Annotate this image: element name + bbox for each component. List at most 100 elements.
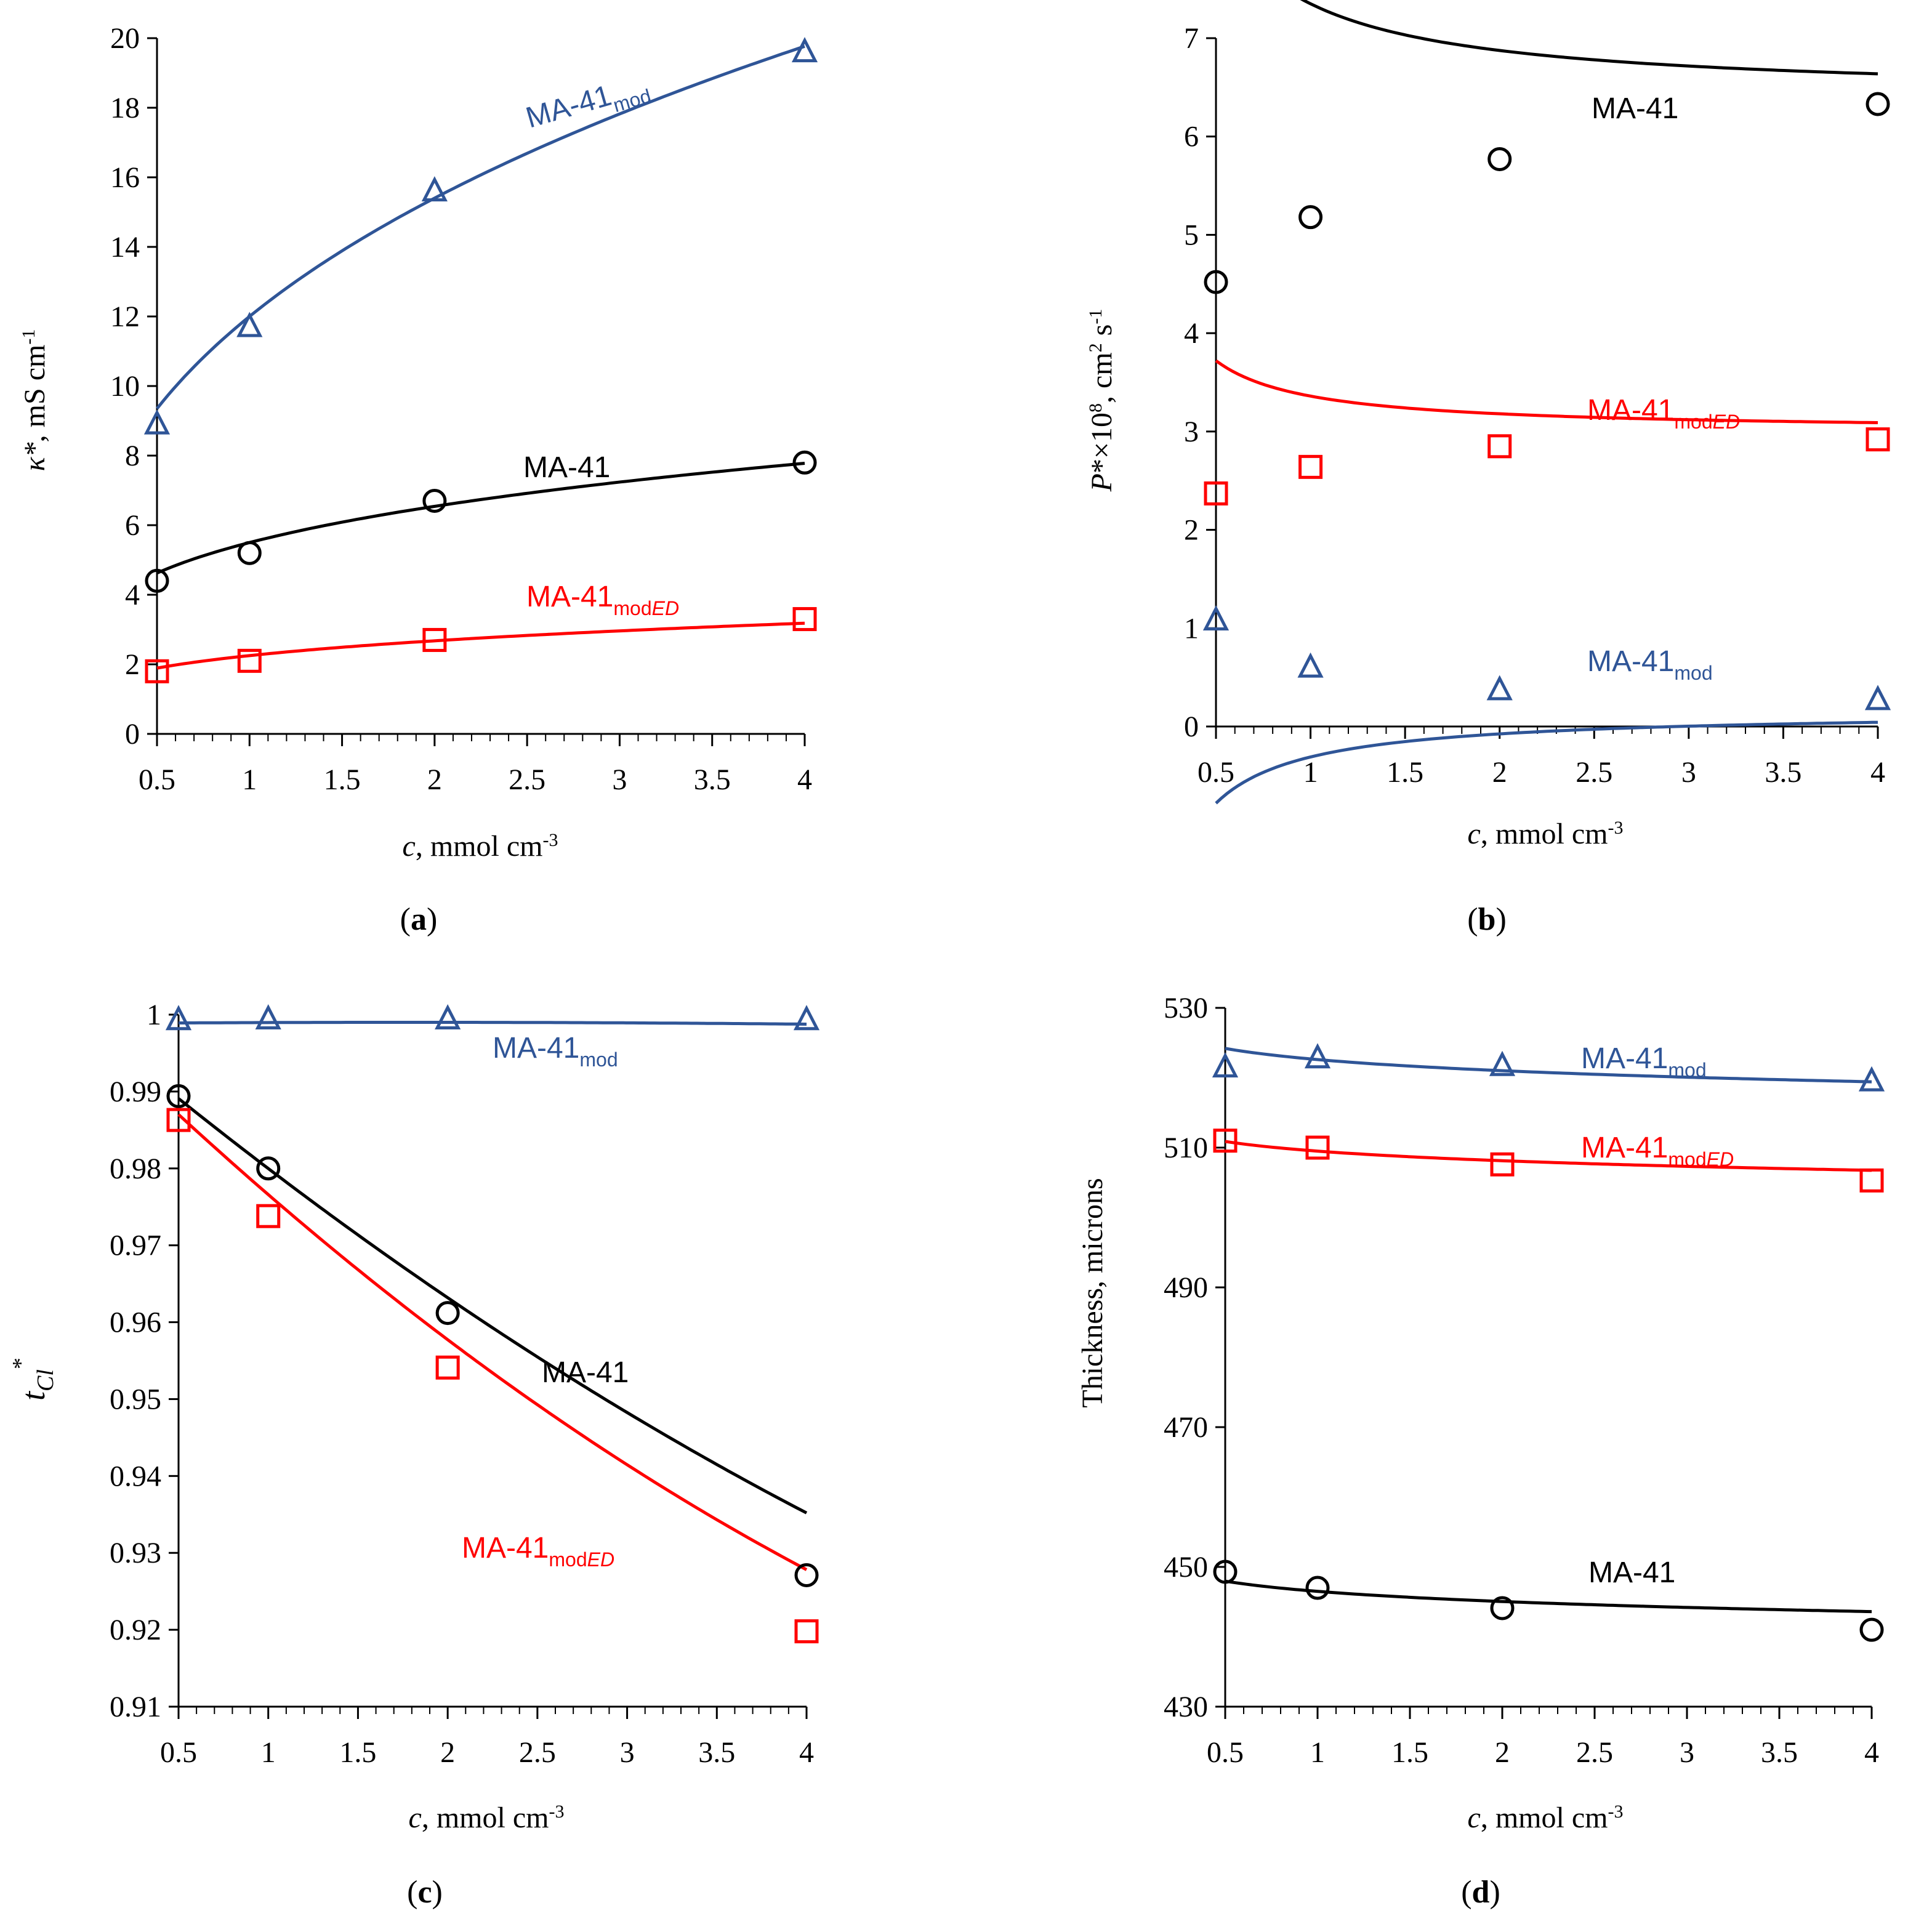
y-tick-label: 1 xyxy=(1184,612,1199,645)
data-point-MA-41modED xyxy=(422,627,447,652)
panel-c-label: (c) xyxy=(407,1875,443,1910)
panel-a-grid: 0 2 4 6 8 10 12 14 16 18 20 0.5 1 1.5 2 2.5 3 3.5 4 xyxy=(110,22,812,796)
x-tick-label: 1 xyxy=(1303,756,1318,789)
y-tick-label: 6 xyxy=(125,509,140,542)
data-point-MA-41modED xyxy=(1213,1129,1238,1153)
y-tick-label: 4 xyxy=(1184,317,1199,350)
panel-b-markers xyxy=(1202,92,1891,710)
fit-curve-MA-41mod xyxy=(156,44,805,410)
panel-b-label: (b) xyxy=(1467,902,1507,937)
x-tick-label: 0.5 xyxy=(160,1736,197,1769)
panel-a-curves xyxy=(156,44,805,670)
x-tick-label: 4 xyxy=(1870,756,1885,789)
panel-a-markers xyxy=(143,37,818,683)
y-tick-label: 0.96 xyxy=(110,1306,161,1339)
data-point-MA-41mod xyxy=(1864,685,1891,710)
fit-curve-MA-41modED xyxy=(1225,1140,1872,1172)
data-point-MA-41modED xyxy=(1204,481,1228,505)
panel-d-label-moded: MA-41modED xyxy=(1581,1132,1734,1170)
y-tick-label: 4 xyxy=(125,579,140,611)
panel-d-label: (d) xyxy=(1461,1875,1500,1910)
data-point-MA-41modED xyxy=(166,1108,191,1132)
data-point-MA-41modED xyxy=(1866,427,1890,452)
y-tick-label: 14 xyxy=(110,231,140,264)
y-tick-label: 5 xyxy=(1184,219,1199,251)
y-tick-label: 0.98 xyxy=(110,1153,161,1185)
data-point-MA-41modED xyxy=(792,607,817,632)
x-tick-label: 1 xyxy=(1310,1736,1325,1769)
x-tick-label: 4 xyxy=(797,763,812,796)
y-tick-label: 510 xyxy=(1164,1132,1208,1164)
x-tick-label: 1.5 xyxy=(339,1736,376,1769)
data-point-MA-41mod xyxy=(1297,652,1324,678)
y-tick-label: 12 xyxy=(110,300,140,333)
data-point-MA-41 xyxy=(1204,270,1228,294)
y-tick-label: 2 xyxy=(1184,514,1199,547)
x-tick-label: 1.5 xyxy=(1387,756,1423,789)
x-tick-label: 4 xyxy=(1864,1736,1879,1769)
x-tick-label: 2 xyxy=(440,1736,455,1769)
y-tick-label: 470 xyxy=(1164,1411,1208,1444)
x-tick-label: 2.5 xyxy=(519,1736,556,1769)
y-tick-label: 16 xyxy=(110,161,140,194)
data-point-MA-41 xyxy=(1298,205,1323,230)
y-tick-label: 1 xyxy=(147,999,161,1031)
y-tick-label: 0.99 xyxy=(110,1076,161,1108)
y-tick-label: 530 xyxy=(1164,992,1208,1024)
data-point-MA-41 xyxy=(792,450,817,475)
data-point-MA-41mod xyxy=(143,409,171,435)
y-tick-label: 0 xyxy=(125,718,140,751)
data-point-MA-41 xyxy=(1487,147,1512,171)
fit-curve-MA-41mod xyxy=(179,1021,807,1026)
y-tick-label: 6 xyxy=(1184,121,1199,153)
data-point-MA-41modED xyxy=(145,659,169,683)
x-tick-label: 1.5 xyxy=(324,763,361,796)
data-point-MA-41mod xyxy=(1858,1066,1885,1092)
data-point-MA-41 xyxy=(1213,1560,1238,1584)
data-point-MA-41 xyxy=(1859,1617,1884,1642)
panel-c-curves xyxy=(177,1021,808,1571)
data-point-MA-41mod xyxy=(1486,675,1513,701)
data-point-MA-41modED xyxy=(1859,1168,1884,1193)
y-tick-label: 2 xyxy=(125,648,140,681)
panel-d: 430 450 470 490 510 530 0.5 1 1.5 2 2.5 3 3.5 4 Thick… xyxy=(1076,992,1885,1910)
panel-b-ylabel: P*×108, cm2 s-1 xyxy=(1085,309,1119,493)
x-tick-label: 1.5 xyxy=(1391,1736,1428,1769)
data-point-MA-41 xyxy=(1305,1576,1330,1600)
data-point-MA-41 xyxy=(794,1563,819,1587)
data-point-MA-41mod xyxy=(255,1004,281,1029)
x-tick-label: 3 xyxy=(612,763,627,796)
data-point-MA-41 xyxy=(166,1084,191,1108)
panel-c: 0.91 0.92 0.93 0.94 0.95 0.96 0.97 0.98 0.99 1 0.5… xyxy=(8,999,820,1910)
x-tick-label: 3.5 xyxy=(698,1736,735,1769)
x-tick-label: 4 xyxy=(799,1736,814,1769)
fit-curve-MA-41 xyxy=(1300,0,1878,76)
panel-d-grid: 430 450 470 490 510 530 0.5 1 1.5 2 2.5 3 3.5 4 xyxy=(1164,992,1879,1769)
data-point-MA-41mod xyxy=(236,312,263,337)
data-point-MA-41mod xyxy=(1212,1052,1239,1077)
data-point-MA-41 xyxy=(237,541,262,565)
panel-b-label-ma41: MA-41 xyxy=(1592,92,1678,125)
y-tick-label: 490 xyxy=(1164,1271,1208,1304)
y-tick-label: 0.94 xyxy=(110,1460,161,1492)
panel-b-xlabel: c, mmol cm-3 xyxy=(1468,818,1624,851)
panel-d-ylabel: Thickness, microns xyxy=(1076,1178,1109,1407)
y-tick-label: 10 xyxy=(110,370,140,403)
x-tick-label: 3.5 xyxy=(1761,1736,1798,1769)
data-point-MA-41mod xyxy=(1202,605,1230,631)
y-tick-label: 3 xyxy=(1184,416,1199,448)
data-point-MA-41mod xyxy=(435,1004,461,1029)
data-point-MA-41modED xyxy=(435,1355,460,1380)
x-tick-label: 0.5 xyxy=(139,763,175,796)
panel-b: 0 1 2 3 4 5 6 7 0.5 1 1.5 2 2.5 3 3.5 4 P*×108, cm2 s-1… xyxy=(1085,0,1891,937)
data-point-MA-41 xyxy=(145,568,169,593)
x-tick-label: 3.5 xyxy=(1765,756,1801,789)
data-point-MA-41modED xyxy=(794,1619,819,1644)
panel-b-label-mod: MA-41mod xyxy=(1587,645,1713,684)
x-tick-label: 1 xyxy=(261,1736,276,1769)
panel-c-markers xyxy=(165,1004,820,1644)
x-tick-label: 3 xyxy=(1680,1736,1694,1769)
fit-curve-MA-41modED xyxy=(177,1113,808,1571)
panel-c-grid: 0.91 0.92 0.93 0.94 0.95 0.96 0.97 0.98 0.99 1 0.5… xyxy=(110,999,814,1769)
